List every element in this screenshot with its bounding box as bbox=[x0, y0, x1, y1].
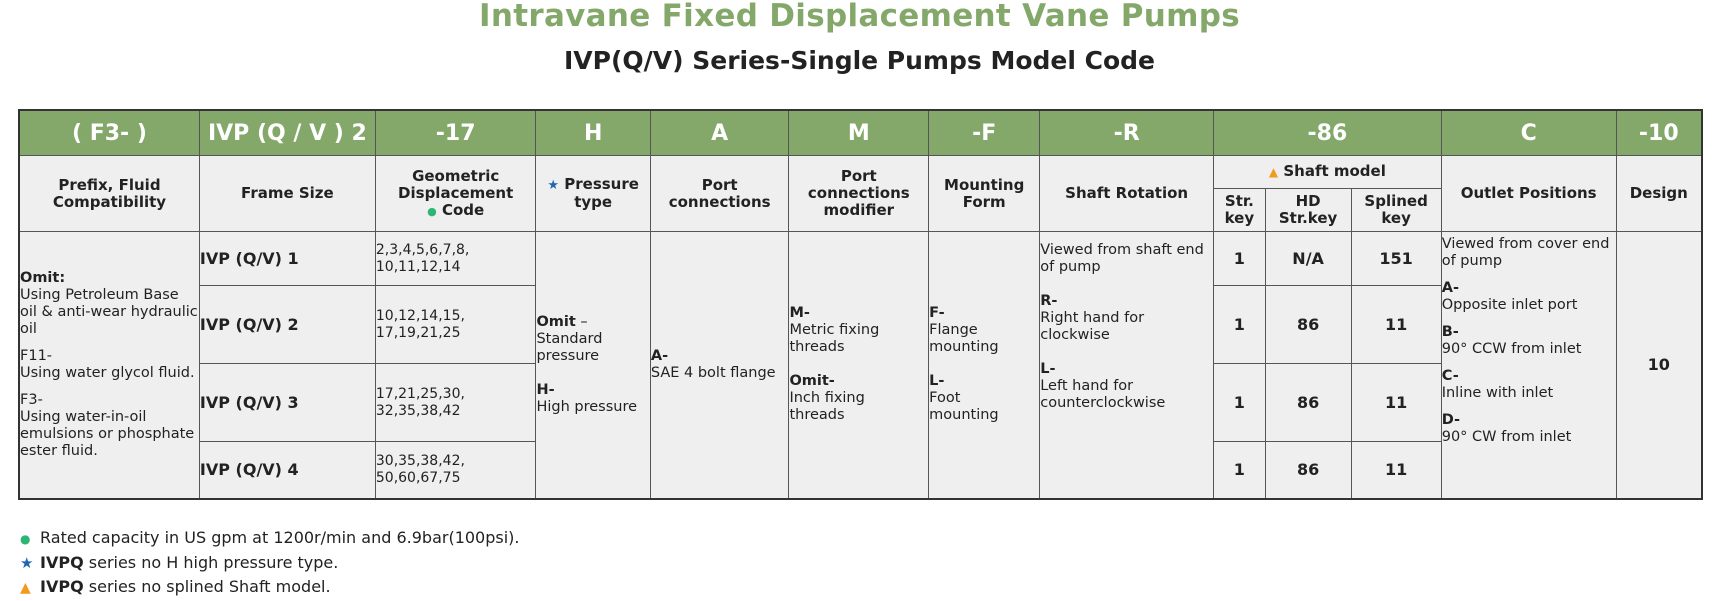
header-outlet: Outlet Positions bbox=[1440, 155, 1617, 232]
mounting-cell: F- Flange mounting L- Foot mounting bbox=[928, 231, 1041, 499]
header-row-shaft: Str. key HD Str.key Splined key bbox=[19, 188, 1702, 232]
code-prefix: ( F3- ) bbox=[17, 109, 200, 156]
str-key-value: 1 bbox=[1213, 441, 1266, 499]
pressure-cell: Omit – Standard pressure H- High pressur… bbox=[535, 231, 651, 499]
triangle-icon: ▲ bbox=[1268, 165, 1279, 179]
frame-size: IVP (Q/V) 4 bbox=[198, 441, 376, 499]
header-splined-key: Splined key bbox=[1350, 188, 1442, 232]
header-row: Prefix, Fluid Compatibility Frame Size G… bbox=[18, 155, 1703, 232]
code-shaft: -86 bbox=[1213, 109, 1442, 156]
header-hd-key: HD Str.key bbox=[1264, 188, 1352, 232]
header-port-modifier: Port connections modifier bbox=[788, 155, 930, 232]
model-code-table: ( F3- ) IVP (Q / V ) 2 -17 H A M -F -R -… bbox=[17, 109, 1703, 500]
splined-key-value: 11 bbox=[1350, 285, 1442, 364]
code-displacement: -17 bbox=[374, 109, 537, 156]
code-mounting: -F bbox=[928, 109, 1041, 156]
splined-key-value: 11 bbox=[1350, 363, 1442, 442]
header-design: Design bbox=[1615, 155, 1703, 232]
frame-size: IVP (Q/V) 1 bbox=[198, 231, 376, 286]
splined-key-value: 151 bbox=[1350, 231, 1442, 286]
code-frame: IVP (Q / V ) 2 bbox=[198, 109, 376, 156]
table-row: Omit: Using Petroleum Base oil & anti-we… bbox=[18, 231, 1703, 499]
rotation-cell: Viewed from shaft end of pump R- Right h… bbox=[1039, 231, 1215, 499]
header-str-key: Str. key bbox=[1213, 188, 1266, 232]
port-modifier-cell: M- Metric fixing threads Omit- Inch fixi… bbox=[788, 231, 930, 499]
star-icon: ★ bbox=[547, 178, 560, 193]
frame-size: IVP (Q/V) 3 bbox=[198, 363, 376, 442]
displacement-codes: 30,35,38,42, 50,60,67,75 bbox=[374, 441, 537, 499]
header-shaft-model: ▲ Shaft model bbox=[1213, 155, 1442, 189]
header-prefix: Prefix, Fluid Compatibility bbox=[18, 155, 200, 232]
displacement-codes: 10,12,14,15, 17,19,21,25 bbox=[374, 285, 537, 364]
footnote-pressure: ★ IVPQ series no H high pressure type. bbox=[20, 551, 520, 575]
code-rotation: -R bbox=[1039, 109, 1215, 156]
hd-key-value: 86 bbox=[1264, 441, 1352, 499]
header-port: Port connections bbox=[649, 155, 790, 232]
footnote-shaft: ▲ IVPQ series no splined Shaft model. bbox=[20, 575, 520, 600]
header-pressure: ★ Pressure type bbox=[535, 155, 651, 232]
port-cell: A- SAE 4 bolt flange bbox=[649, 231, 790, 499]
design-value: 10 bbox=[1615, 231, 1703, 499]
page-subtitle: IVP(Q/V) Series-Single Pumps Model Code bbox=[563, 46, 1156, 75]
frame-size: IVP (Q/V) 2 bbox=[198, 285, 376, 364]
displacement-codes: 2,3,4,5,6,7,8, 10,11,12,14 bbox=[374, 231, 537, 286]
header-frame: Frame Size bbox=[198, 155, 376, 232]
code-row: ( F3- ) IVP (Q / V ) 2 -17 H A M -F -R -… bbox=[17, 109, 1703, 156]
footnote-rated-capacity: ● Rated capacity in US gpm at 1200r/min a… bbox=[20, 526, 520, 551]
page-title: Intravane Fixed Displacement Vane Pumps bbox=[479, 0, 1240, 34]
code-pressure: H bbox=[535, 109, 651, 156]
code-design: -10 bbox=[1615, 109, 1703, 156]
code-port-modifier: M bbox=[788, 109, 930, 156]
header-mounting: Mounting Form bbox=[928, 155, 1041, 232]
str-key-value: 1 bbox=[1213, 231, 1266, 286]
dot-icon: ● bbox=[20, 532, 31, 546]
header-rotation: Shaft Rotation bbox=[1039, 155, 1215, 232]
splined-key-value: 11 bbox=[1350, 441, 1442, 499]
outlet-cell: Viewed from cover end of pump A- Opposit… bbox=[1440, 231, 1617, 499]
footnotes: ● Rated capacity in US gpm at 1200r/min a… bbox=[20, 526, 520, 600]
hd-key-value: N/A bbox=[1264, 231, 1352, 286]
hd-key-value: 86 bbox=[1264, 363, 1352, 442]
star-icon: ★ bbox=[20, 554, 34, 572]
str-key-value: 1 bbox=[1213, 285, 1266, 364]
prefix-cell: Omit: Using Petroleum Base oil & anti-we… bbox=[18, 231, 200, 499]
displacement-codes: 17,21,25,30, 32,35,38,42 bbox=[374, 363, 537, 442]
header-geometric: Geometric Displacement ● Code bbox=[374, 155, 537, 232]
table-row: IVP (Q/V) 3 17,21,25,30, 32,35,38,42 1 8… bbox=[19, 363, 1702, 442]
str-key-value: 1 bbox=[1213, 363, 1266, 442]
code-outlet: C bbox=[1440, 109, 1617, 156]
dot-icon: ● bbox=[427, 204, 437, 218]
table-row: IVP (Q/V) 2 10,12,14,15, 17,19,21,25 1 8… bbox=[19, 285, 1702, 364]
hd-key-value: 86 bbox=[1264, 285, 1352, 364]
triangle-icon: ▲ bbox=[20, 580, 31, 596]
code-port: A bbox=[649, 109, 790, 156]
table-row: IVP (Q/V) 4 30,35,38,42, 50,60,67,75 1 8… bbox=[19, 441, 1702, 499]
